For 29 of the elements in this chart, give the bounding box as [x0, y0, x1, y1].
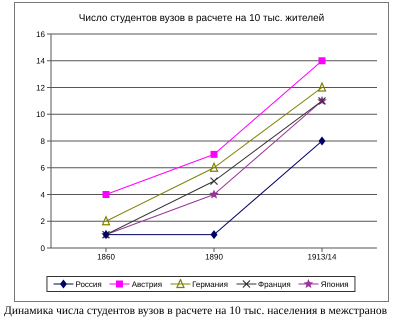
text: Динамика числа студентов вузов в расчете на 10 тыс. населения в межстранов: [4, 305, 388, 317]
y-tick-label: 0: [40, 244, 46, 253]
y-tick-label: 2: [40, 217, 46, 226]
y-tick-label: 4: [40, 190, 46, 200]
y-tick-label: 10: [36, 110, 46, 120]
y-tick-label: 6: [40, 164, 46, 173]
y-tick-label: 14: [36, 56, 46, 66]
point: [210, 230, 218, 240]
point: [102, 191, 110, 198]
legend-label: Япония: [320, 280, 349, 288]
chart-title: Число студентов вузов в расчете на 10 тыс. жителей: [78, 13, 326, 24]
point: [318, 136, 326, 146]
point: [210, 162, 218, 172]
point: [209, 190, 219, 199]
point: [318, 57, 326, 64]
x-tick-label: 1890: [205, 252, 224, 262]
x-tick-label: 1913/14: [308, 252, 338, 262]
y-tick-label: 16: [36, 30, 46, 39]
legend-label: Австрия: [132, 280, 162, 288]
point: [102, 216, 110, 226]
point: [210, 177, 218, 186]
legend-label: Франция: [258, 280, 291, 288]
legend-label: Германия: [192, 280, 228, 288]
legend-label: Россия: [75, 280, 102, 288]
y-tick-label: 12: [36, 83, 46, 92]
x-tick-label: 1860: [97, 252, 116, 262]
point: [210, 150, 218, 158]
point: [318, 82, 326, 92]
y-tick-label: 8: [40, 136, 46, 146]
